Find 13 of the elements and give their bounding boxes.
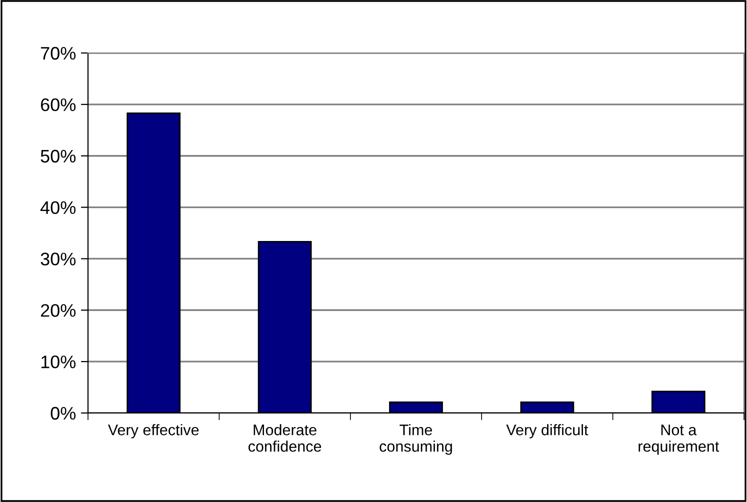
y-tick-label: 30% [40,252,76,266]
x-tick-label: Time consuming [380,424,452,455]
y-tick-label: 0% [50,406,76,420]
x-tick-label: Very difficult [506,424,588,438]
y-tick-label: 40% [40,201,76,214]
y-tick-label: 50% [40,150,76,163]
x-tick-label: Moderate confidence [248,424,322,452]
y-tick-label: 60% [40,98,76,112]
x-tick-label: Not a requirement [638,424,720,455]
y-tick-label: 70% [40,46,76,60]
y-tick-label: 20% [40,304,76,317]
x-tick-label: Very effective [108,424,199,438]
y-tick-label: 10% [41,356,76,368]
